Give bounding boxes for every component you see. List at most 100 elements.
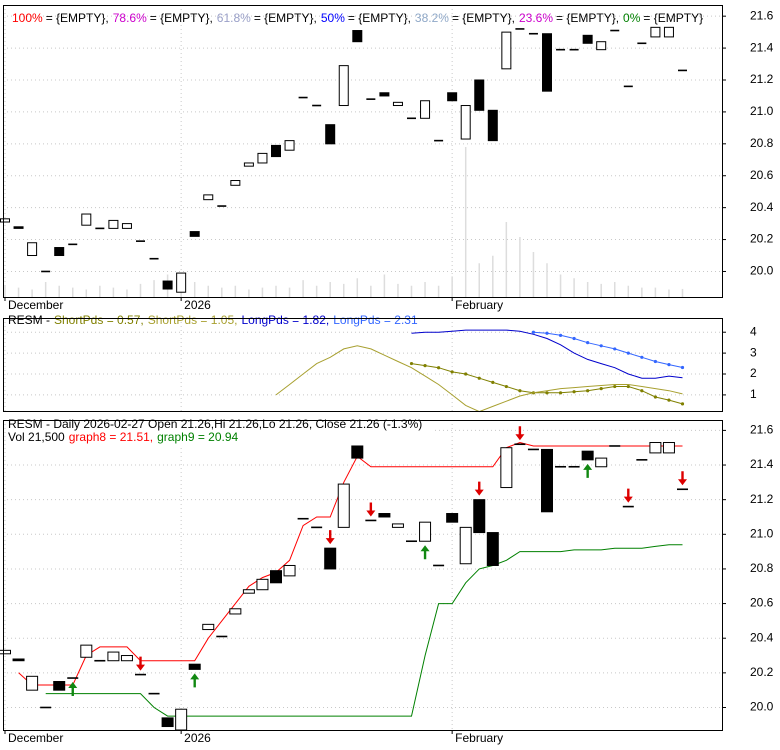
candle — [162, 280, 173, 290]
volume-bar — [464, 147, 467, 297]
volume-bar — [397, 283, 399, 297]
y-tick-label: 21.4 — [750, 40, 774, 54]
volume-bar — [112, 287, 115, 297]
volume-bar — [315, 285, 318, 297]
y-tick-label: 21.0 — [750, 104, 774, 118]
series-marker — [613, 347, 617, 351]
candle — [284, 140, 295, 151]
volume-bar — [492, 255, 494, 297]
candle — [121, 223, 132, 229]
legend-label: 38.2% — [415, 11, 449, 25]
series-marker — [599, 344, 603, 348]
candle — [324, 547, 337, 570]
series-marker — [653, 359, 658, 364]
candle — [379, 92, 390, 97]
volume-bar — [424, 282, 426, 297]
candle — [351, 445, 364, 459]
series-marker — [558, 333, 563, 337]
sell-arrow — [623, 488, 633, 503]
candle — [420, 100, 431, 119]
candle — [242, 589, 255, 594]
candle — [53, 681, 66, 691]
volume-bar — [478, 263, 480, 297]
series-marker — [504, 384, 508, 389]
series-marker — [437, 366, 441, 370]
volume-bar — [221, 287, 223, 297]
volume-bar — [17, 287, 20, 297]
series-marker — [464, 372, 468, 376]
volume-bar — [519, 237, 521, 297]
volume-bar — [600, 283, 602, 297]
candle — [161, 717, 174, 728]
legend-value: = {EMPTY}, — [254, 11, 317, 25]
legend-entry: LongPds = 2.31 — [333, 313, 418, 327]
candle — [352, 30, 363, 43]
x-tick-label: December — [8, 298, 63, 312]
candle — [107, 651, 120, 662]
series-line — [45, 544, 683, 717]
y-tick-label: 4 — [750, 324, 757, 338]
candle — [338, 65, 349, 107]
candle — [447, 92, 458, 102]
y-tick-label: 1 — [750, 387, 757, 401]
candle — [283, 564, 296, 577]
buy-arrow — [68, 682, 78, 697]
indicator-panel-frame — [3, 318, 723, 412]
volume-bar — [559, 274, 562, 297]
y-tick-label: 21.2 — [750, 492, 774, 506]
y-tick-label: 21.6 — [750, 423, 774, 437]
y-tick-label: 3 — [750, 345, 757, 359]
x-tick-label: 2026 — [184, 298, 211, 312]
legend-label: 50% — [321, 11, 345, 25]
candle — [582, 34, 593, 44]
y-tick-label: 21.4 — [750, 457, 774, 471]
series-marker — [545, 331, 549, 335]
legend-value: = {EMPTY}, — [556, 11, 619, 25]
volume-bar — [85, 289, 88, 297]
candle — [391, 523, 404, 528]
volume-bar — [275, 285, 277, 297]
candle — [541, 448, 553, 513]
candle — [459, 526, 472, 565]
y-tick-label: 20.0 — [750, 700, 774, 714]
series-marker — [626, 384, 630, 389]
legend-label: 0% — [623, 11, 641, 25]
volume-bar — [207, 285, 209, 297]
series-marker — [586, 341, 590, 345]
volume-bar — [126, 289, 128, 297]
series-marker — [613, 384, 617, 389]
candle — [13, 226, 24, 229]
series-marker — [640, 355, 644, 359]
volume-bar — [654, 287, 657, 297]
candle — [378, 513, 391, 518]
candle — [120, 655, 133, 662]
candle — [460, 105, 471, 140]
y-tick-label: 20.2 — [750, 232, 774, 246]
x-tick-label: December — [8, 731, 63, 745]
candle — [176, 272, 187, 293]
candle — [271, 144, 281, 158]
legend-value: = {EMPTY} — [643, 11, 703, 25]
volume-bar — [546, 263, 548, 297]
series-line — [533, 331, 683, 368]
volume-bar — [356, 278, 359, 297]
candle — [229, 608, 242, 615]
volume-label: Vol 21,500 — [8, 430, 65, 444]
volume-bar — [451, 276, 453, 297]
series-marker — [626, 351, 630, 355]
volume-bar — [72, 287, 74, 297]
legend-label: 78.6% — [113, 11, 147, 25]
candle — [662, 442, 675, 454]
y-tick-label: 20.4 — [750, 630, 774, 644]
volume-bar — [302, 280, 304, 297]
series-line — [18, 441, 683, 686]
volume-bar — [627, 285, 630, 297]
candle — [188, 663, 201, 670]
volume-bar — [234, 285, 237, 297]
sell-arrow — [678, 471, 687, 486]
candle — [27, 242, 38, 257]
volume-bar — [573, 278, 575, 297]
candle — [595, 457, 608, 468]
candle — [473, 499, 486, 534]
